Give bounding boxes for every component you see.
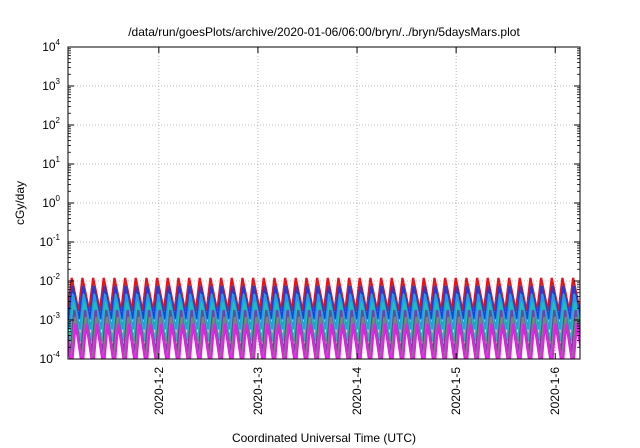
chart-title: /data/run/goesPlots/archive/2020-01-06/0… (128, 25, 520, 39)
y-tick-label: 101 (42, 155, 60, 171)
y-tick-label: 10-1 (40, 233, 61, 249)
series-line (68, 302, 580, 342)
y-tick-label: 103 (42, 77, 60, 93)
x-axis-label: Coordinated Universal Time (UTC) (232, 431, 416, 445)
grid (68, 47, 580, 359)
y-tick-label: 100 (42, 194, 60, 210)
y-axis-label: cGy/day (13, 181, 27, 225)
x-tick-label: 2020-1-3 (251, 367, 265, 415)
series-line (68, 294, 580, 330)
x-tick-label: 2020-1-2 (152, 367, 166, 415)
x-axis: 2020-1-2 2020-1-3 2020-1-4 2020-1-5 2020-1-6 (152, 47, 562, 415)
y-tick-label: 104 (42, 38, 60, 54)
y-tick-label: 10-3 (40, 311, 61, 327)
x-tick-label: 2020-1-4 (350, 367, 364, 415)
series-group (68, 277, 580, 359)
y-tick-label: 10-2 (40, 272, 61, 288)
y-axis: 10-4 10-3 10-2 10-1 100 101 102 103 104 (40, 38, 580, 366)
series-line (68, 323, 580, 359)
series-line (68, 285, 580, 320)
x-tick-label: 2020-1-6 (548, 367, 562, 415)
y-tick-label: 10-4 (40, 350, 61, 366)
x-tick-label: 2020-1-5 (449, 367, 463, 415)
y-tick-label: 102 (42, 116, 60, 132)
